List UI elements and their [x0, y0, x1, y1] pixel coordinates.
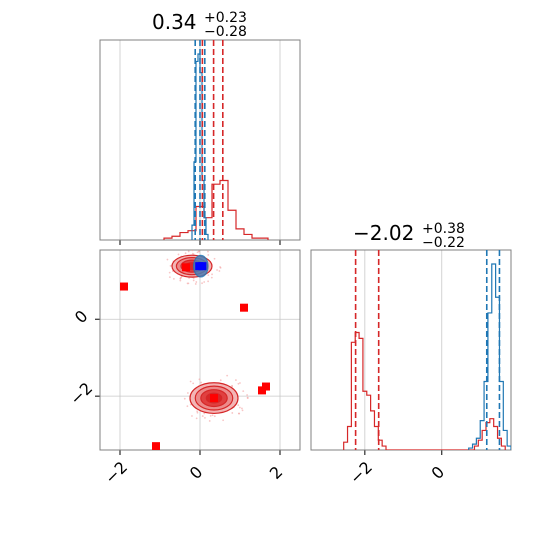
sample-point [241, 407, 243, 410]
sample-point [187, 282, 190, 285]
red-square-marker [182, 263, 190, 272]
scatter-panel-bottom-left: −2 0 2 −2 0 [66, 248, 301, 488]
sample-point [238, 406, 241, 409]
sample-point [203, 281, 206, 283]
sample-point [186, 392, 189, 394]
red-square-marker [240, 303, 248, 312]
panel-title-top-left: 0.34 [152, 10, 197, 34]
title-plus: +0.38 [422, 221, 465, 237]
sample-point [179, 279, 182, 282]
sample-point [242, 390, 245, 393]
scatter-content [120, 248, 270, 450]
sample-point [239, 382, 241, 384]
title-median: 0.34 [152, 10, 197, 34]
sample-point [183, 397, 186, 400]
sample-point [246, 396, 249, 399]
sample-point [186, 405, 189, 408]
sample-point [238, 412, 241, 415]
title-minus: −0.22 [422, 235, 465, 251]
title-plus: +0.23 [204, 10, 247, 26]
sample-point [213, 257, 216, 260]
sample-point [198, 378, 201, 381]
sample-point [189, 380, 192, 383]
sample-point [231, 385, 234, 388]
sample-point [184, 252, 187, 255]
x-tick-label: −2 [101, 458, 131, 488]
sample-point [237, 382, 240, 385]
sample-point [201, 415, 204, 417]
sample-point [207, 254, 210, 256]
sample-point [235, 379, 237, 381]
sample-point [241, 409, 244, 412]
sample-point [209, 414, 212, 417]
x-tick-label: −2 [346, 458, 376, 488]
sample-point [213, 415, 216, 418]
title-minus: −0.28 [204, 24, 247, 40]
sample-point [231, 412, 234, 414]
red-histogram-series [163, 179, 269, 240]
sample-point [198, 250, 200, 253]
sample-point [211, 273, 213, 276]
sample-point [208, 420, 211, 422]
sample-point [166, 258, 169, 261]
sample-point [204, 416, 206, 419]
red-square-marker [258, 386, 266, 395]
sample-point [219, 379, 222, 382]
panel-frame [310, 249, 512, 451]
sample-point [192, 279, 195, 282]
sample-point [207, 250, 209, 253]
sample-point [191, 250, 194, 252]
sample-point [172, 277, 175, 280]
title-median: −2.02 [353, 221, 414, 245]
sample-point [168, 276, 171, 279]
sample-point [203, 412, 206, 415]
sample-point [187, 250, 190, 253]
sample-point [246, 394, 249, 396]
sample-point [201, 282, 203, 285]
red-square-marker [120, 282, 128, 291]
sample-point [194, 248, 196, 250]
histogram-panel-bottom-right: −2 0 [310, 249, 512, 488]
y-tick-label: −2 [66, 379, 96, 409]
red-square-marker [152, 442, 160, 450]
x-tick-label: 0 [428, 462, 449, 483]
sample-point [200, 381, 203, 384]
sample-point [211, 414, 214, 417]
y-tick-label: 0 [71, 306, 92, 327]
sample-point [210, 276, 213, 279]
sample-point [195, 281, 198, 283]
histogram-panel-top-left [99, 39, 301, 245]
sample-point [219, 266, 222, 269]
sample-point [191, 252, 194, 255]
sample-point [196, 410, 199, 413]
red-square-marker [210, 394, 218, 403]
sample-point [207, 280, 210, 283]
sample-point [218, 270, 221, 272]
x-tick-label: 0 [186, 462, 207, 483]
sample-point [196, 251, 199, 254]
sample-point [179, 277, 182, 280]
blue-histogram-series [468, 263, 511, 450]
sample-point [226, 374, 229, 377]
sample-point [191, 415, 193, 417]
red-histogram-series [343, 331, 506, 450]
blue-square-marker [198, 262, 207, 271]
sample-point [189, 403, 192, 406]
sample-point [222, 419, 225, 422]
sample-point [194, 283, 197, 285]
x-tick-label: 2 [266, 462, 287, 483]
panel-frame [99, 249, 301, 451]
sample-point [177, 253, 180, 256]
sample-point [237, 404, 240, 407]
sample-point [216, 269, 218, 271]
sample-point [195, 417, 198, 420]
sample-point [192, 382, 195, 385]
sample-point [207, 274, 210, 277]
sample-point [168, 271, 171, 274]
panel-title-bottom-right: −2.02 [353, 221, 414, 245]
sample-point [196, 411, 199, 414]
